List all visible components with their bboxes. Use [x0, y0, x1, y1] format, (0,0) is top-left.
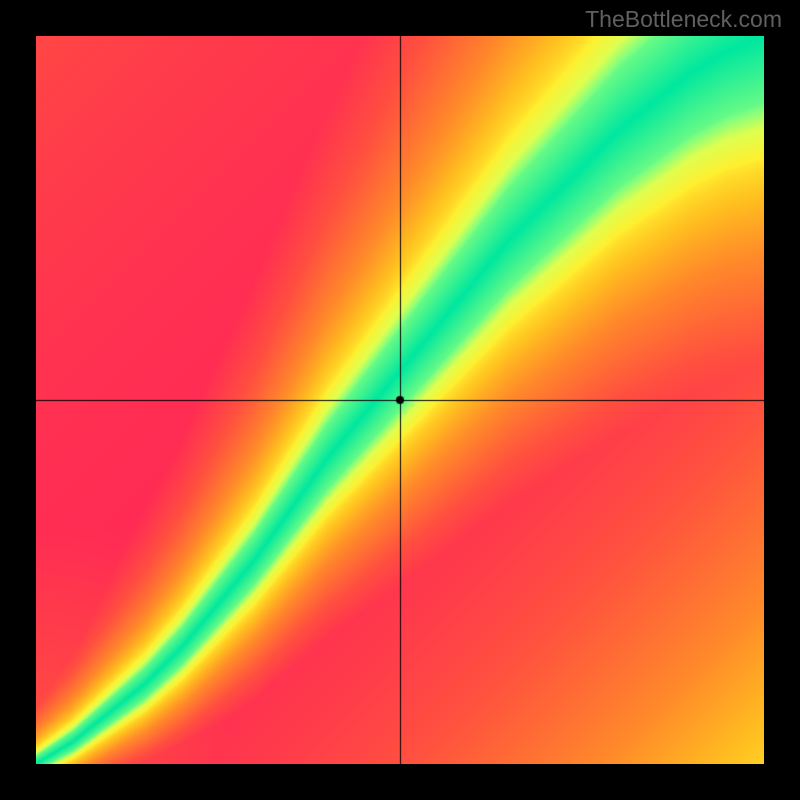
heatmap-plot: [36, 36, 764, 764]
heatmap-canvas: [36, 36, 764, 764]
watermark-text: TheBottleneck.com: [585, 6, 782, 33]
